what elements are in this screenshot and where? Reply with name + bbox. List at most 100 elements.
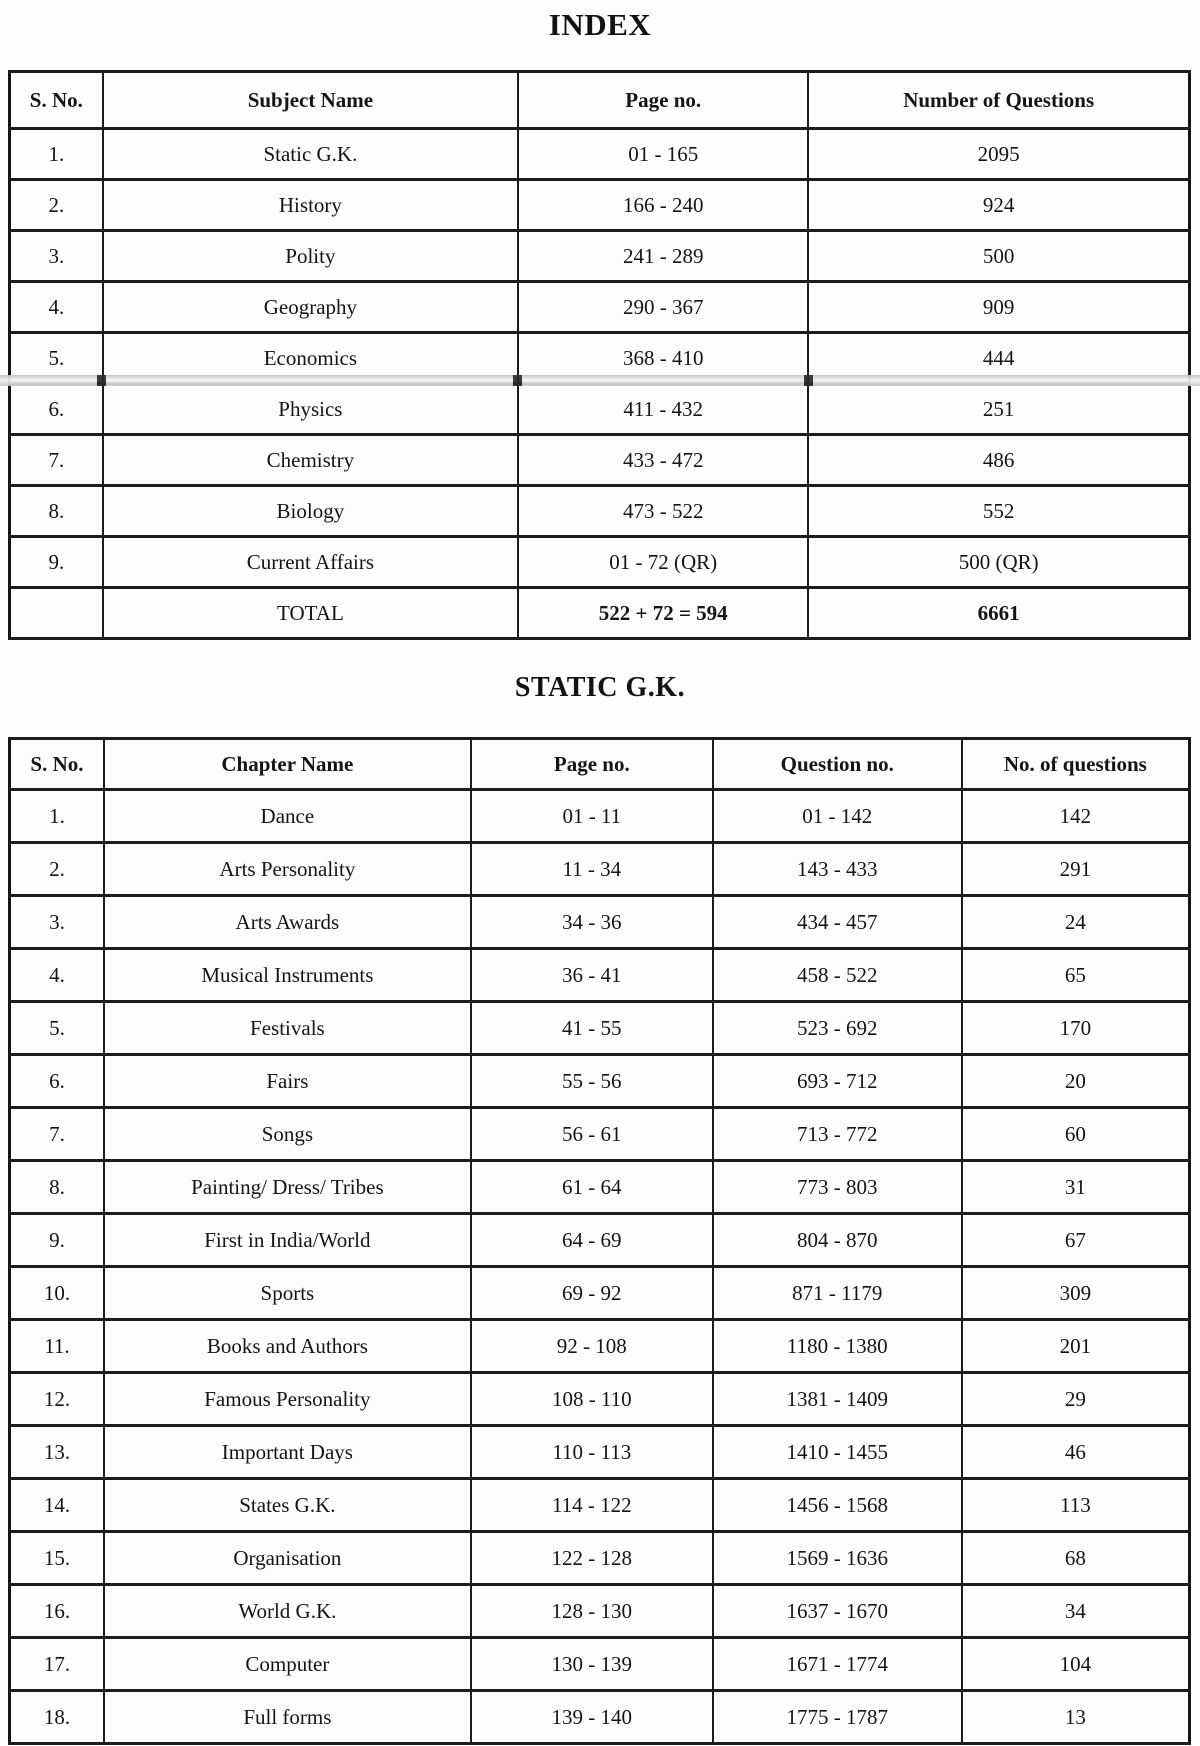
table-row: 7. Songs 56 - 61 713 - 772 60: [8, 1106, 1191, 1162]
column-header: Question no.: [711, 737, 963, 791]
table-cell: 1671 - 1774: [711, 1636, 963, 1692]
table-cell: 61 - 64: [469, 1159, 714, 1215]
table-cell: 92 - 108: [469, 1318, 714, 1374]
table-cell: 13.: [8, 1424, 105, 1480]
table-cell: Biology: [101, 484, 520, 538]
table-cell: 68: [960, 1530, 1191, 1586]
table-row: 1. Static G.K. 01 - 165 2095: [8, 127, 1191, 181]
table-cell: 523 - 692: [711, 1000, 963, 1056]
static-gk-table-header-row: S. No. Chapter Name Page no. Question no. No…: [8, 737, 1191, 791]
table-cell: Organisation: [102, 1530, 472, 1586]
table-row: 11. Books and Authors 92 - 108 1180 - 1380 2…: [8, 1318, 1191, 1374]
table-cell: 9.: [8, 1212, 105, 1268]
table-cell: 1.: [8, 127, 104, 181]
table-row: 7. Chemistry 433 - 472 486: [8, 433, 1191, 487]
scan-seam-artifact: [0, 375, 1200, 386]
table-cell: 60: [960, 1106, 1191, 1162]
table-cell: 67: [960, 1212, 1191, 1268]
table-cell: 139 - 140: [469, 1689, 714, 1745]
table-cell: 65: [960, 947, 1191, 1003]
table-cell: Chemistry: [101, 433, 520, 487]
column-header: Number of Questions: [807, 70, 1191, 130]
table-cell: 1180 - 1380: [711, 1318, 963, 1374]
table-row: 2. History 166 - 240 924: [8, 178, 1191, 232]
table-row: 18. Full forms 139 - 140 1775 - 1787 13: [8, 1689, 1191, 1745]
table-cell: 113: [960, 1477, 1191, 1533]
table-cell: 31: [960, 1159, 1191, 1215]
table-cell: Songs: [102, 1106, 472, 1162]
table-cell: 909: [807, 280, 1191, 334]
table-cell: 309: [960, 1265, 1191, 1321]
index-table-header-row: S. No. Subject Name Page no. Number of Ques…: [8, 70, 1191, 130]
table-cell: 2.: [8, 178, 104, 232]
column-header: Page no.: [517, 70, 810, 130]
table-cell: Dance: [102, 788, 472, 844]
table-row: 9. Current Affairs 01 - 72 (QR) 500 (QR): [8, 535, 1191, 589]
table-cell: 7.: [8, 1106, 105, 1162]
table-cell: TOTAL: [101, 586, 520, 640]
table-cell: 7.: [8, 433, 104, 487]
table-cell: 2095: [807, 127, 1191, 181]
table-cell: 251: [807, 382, 1191, 436]
total-row: TOTAL 522 + 72 = 594 6661: [8, 586, 1191, 640]
table-cell: 486: [807, 433, 1191, 487]
table-cell: 01 - 142: [711, 788, 963, 844]
table-cell: 290 - 367: [517, 280, 810, 334]
table-row: 15. Organisation 122 - 128 1569 - 1636 68: [8, 1530, 1191, 1586]
table-cell: 4.: [8, 280, 104, 334]
table-cell: 500 (QR): [807, 535, 1191, 589]
table-cell: 69 - 92: [469, 1265, 714, 1321]
table-cell: 20: [960, 1053, 1191, 1109]
table-cell: Festivals: [102, 1000, 472, 1056]
table-cell: 6.: [8, 1053, 105, 1109]
table-cell: 458 - 522: [711, 947, 963, 1003]
table-cell: 4.: [8, 947, 105, 1003]
table-row: 4. Musical Instruments 36 - 41 458 - 522 65: [8, 947, 1191, 1003]
table-cell: 122 - 128: [469, 1530, 714, 1586]
table-cell: Current Affairs: [101, 535, 520, 589]
table-cell: Arts Awards: [102, 894, 472, 950]
column-header: S. No.: [8, 70, 104, 130]
table-cell: 434 - 457: [711, 894, 963, 950]
table-cell: 55 - 56: [469, 1053, 714, 1109]
table-cell: 34: [960, 1583, 1191, 1639]
table-cell: 9.: [8, 535, 104, 589]
table-cell: 24: [960, 894, 1191, 950]
static-gk-section-title: STATIC G.K.: [514, 672, 686, 703]
table-cell: 693 - 712: [711, 1053, 963, 1109]
table-cell: 11 - 34: [469, 841, 714, 897]
table-cell: 713 - 772: [711, 1106, 963, 1162]
column-header: No. of questions: [960, 737, 1191, 791]
table-cell: 8.: [8, 484, 104, 538]
table-cell: Important Days: [102, 1424, 472, 1480]
table-cell: Static G.K.: [101, 127, 520, 181]
table-cell: Famous Personality: [102, 1371, 472, 1427]
table-cell: 12.: [8, 1371, 105, 1427]
table-row: 3. Arts Awards 34 - 36 434 - 457 24: [8, 894, 1191, 950]
table-cell: 552: [807, 484, 1191, 538]
table-cell: Sports: [102, 1265, 472, 1321]
table-cell: 34 - 36: [469, 894, 714, 950]
column-header: Subject Name: [101, 70, 520, 130]
table-row: 8. Painting/ Dress/ Tribes 61 - 64 773 - 80…: [8, 1159, 1191, 1215]
table-cell: 104: [960, 1636, 1191, 1692]
table-row: 13. Important Days 110 - 113 1410 - 1455 46: [8, 1424, 1191, 1480]
table-cell: 01 - 11: [469, 788, 714, 844]
table-row: 16. World G.K. 128 - 130 1637 - 1670 34: [8, 1583, 1191, 1639]
table-cell: Painting/ Dress/ Tribes: [102, 1159, 472, 1215]
table-cell: 143 - 433: [711, 841, 963, 897]
table-cell: 433 - 472: [517, 433, 810, 487]
index-table-body: 1. Static G.K. 01 - 165 2095 2. History 166 - …: [8, 127, 1191, 640]
table-cell: 3.: [8, 894, 105, 950]
table-cell: 142: [960, 788, 1191, 844]
table-cell: 6.: [8, 382, 104, 436]
table-cell: 804 - 870: [711, 1212, 963, 1268]
table-row: 4. Geography 290 - 367 909: [8, 280, 1191, 334]
column-header: Page no.: [469, 737, 714, 791]
table-cell: 1410 - 1455: [711, 1424, 963, 1480]
static-gk-table: S. No. Chapter Name Page no. Question no. No…: [8, 737, 1191, 1745]
table-cell: 291: [960, 841, 1191, 897]
static-gk-table-body: 1. Dance 01 - 11 01 - 142 142 2. Arts Personal…: [8, 788, 1191, 1745]
table-cell: 11.: [8, 1318, 105, 1374]
